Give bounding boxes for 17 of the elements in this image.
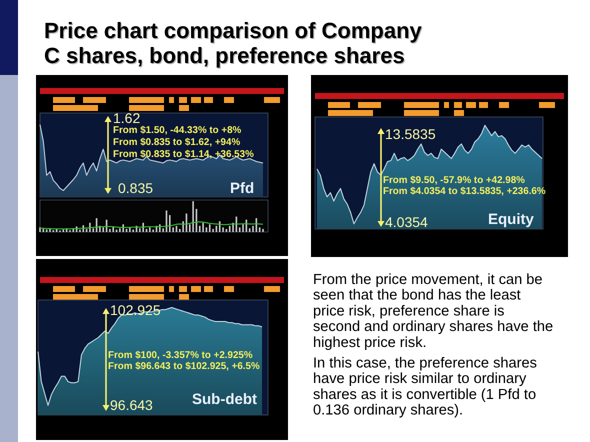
annotation: 0.835 — [118, 180, 154, 196]
text: In this case, the preference shares have price risk similar to ordinary shares as it is convertible (1 Pfd to 0.136 ordinary shares). — [313, 356, 537, 419]
annotation: From $100, -3.357% to +2.925% — [108, 350, 253, 361]
series-label: Sub-debt — [192, 391, 257, 408]
annotation: From $96.643 to $102.925, +6.5% — [108, 361, 260, 372]
annotation: 4.0354 — [385, 214, 428, 230]
annotation: From $0.835 to $1.14, +36.53% — [113, 149, 254, 160]
annotation: From $1.50, -44.33% to +8% — [113, 125, 242, 136]
series-label: Equity — [488, 211, 534, 228]
text: From the price movement, it can be seen that the bond has the least price risk, preference share is second and ordinary shares have the highest price risk. — [313, 272, 554, 351]
annotation: From $9.50, -57.9% to +42.98% — [383, 175, 526, 186]
series-label: Pfd — [230, 180, 254, 197]
annotation: 1.62 — [113, 110, 140, 126]
annotation: 96.643 — [110, 397, 154, 413]
annotation: 13.5835 — [385, 126, 436, 142]
annotation: From $0.835 to $1.62, +94% — [113, 137, 240, 148]
chart-title: Price chart comparison of Company C shares, bond, preference shares — [44, 18, 423, 68]
